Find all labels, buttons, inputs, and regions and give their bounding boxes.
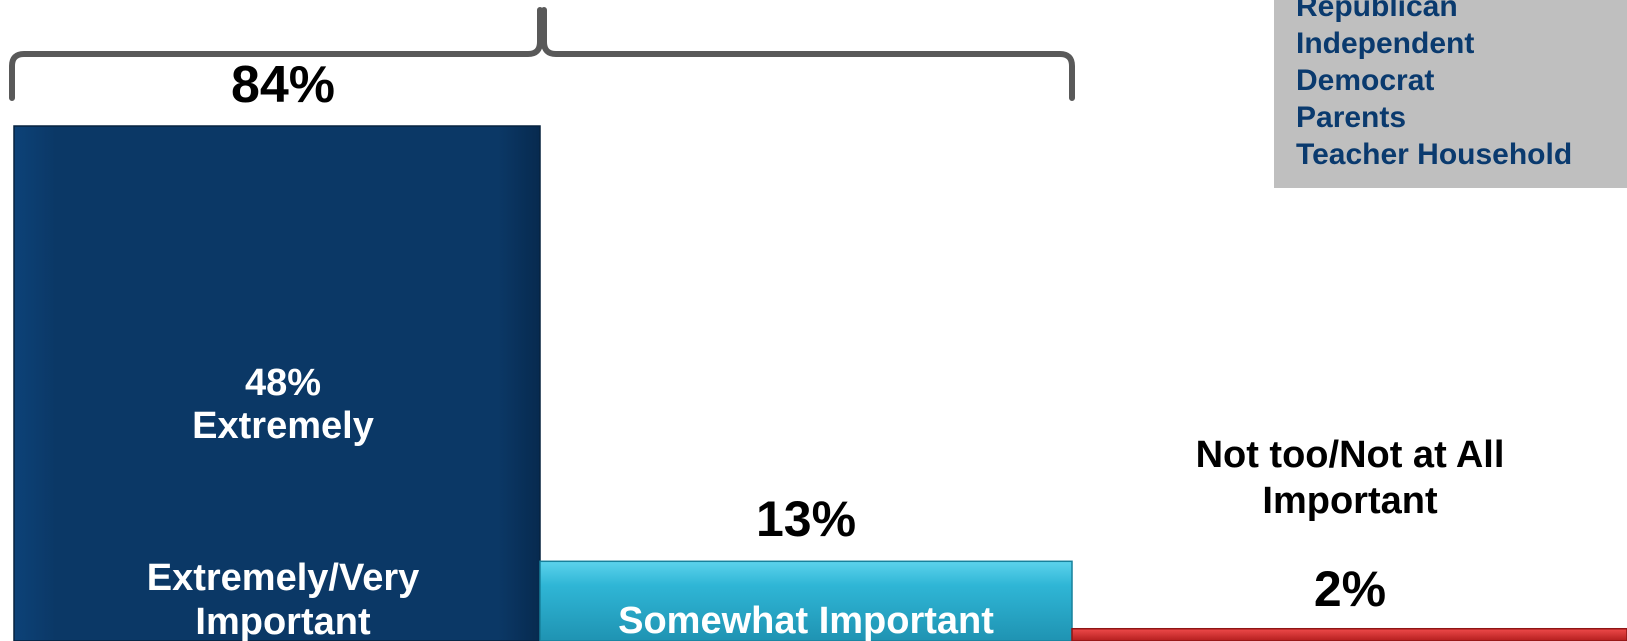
- bar-extremely-very-important: [13, 125, 541, 641]
- category-label-somewhat-important: Somewhat Important: [618, 600, 994, 641]
- legend: Republican Independent Democrat Parents …: [1274, 0, 1627, 188]
- value-label-13: 13%: [756, 491, 856, 547]
- legend-item-independent: Independent: [1296, 27, 1475, 60]
- legend-item-teacher-household: Teacher Household: [1296, 138, 1573, 171]
- value-label-2: 2%: [1314, 561, 1386, 617]
- legend-item-parents: Parents: [1296, 101, 1407, 134]
- group-bracket: [9, 7, 1075, 101]
- inner-label-48-percent: 48%: [245, 362, 321, 404]
- bar-not-too-not-at-all-important: [1071, 627, 1627, 641]
- category-label-not-too-line1: Not too/Not at All: [1196, 434, 1505, 476]
- category-label-not-too-line2: Important: [1262, 480, 1438, 522]
- legend-item-republican: Republican: [1296, 0, 1458, 23]
- category-label-extremely-very-line2: Important: [195, 601, 371, 641]
- inner-label-extremely: Extremely: [192, 405, 374, 447]
- legend-item-democrat: Democrat: [1296, 64, 1435, 97]
- value-label-84: 84%: [231, 56, 335, 114]
- category-label-extremely-very-line1: Extremely/Very: [147, 557, 420, 599]
